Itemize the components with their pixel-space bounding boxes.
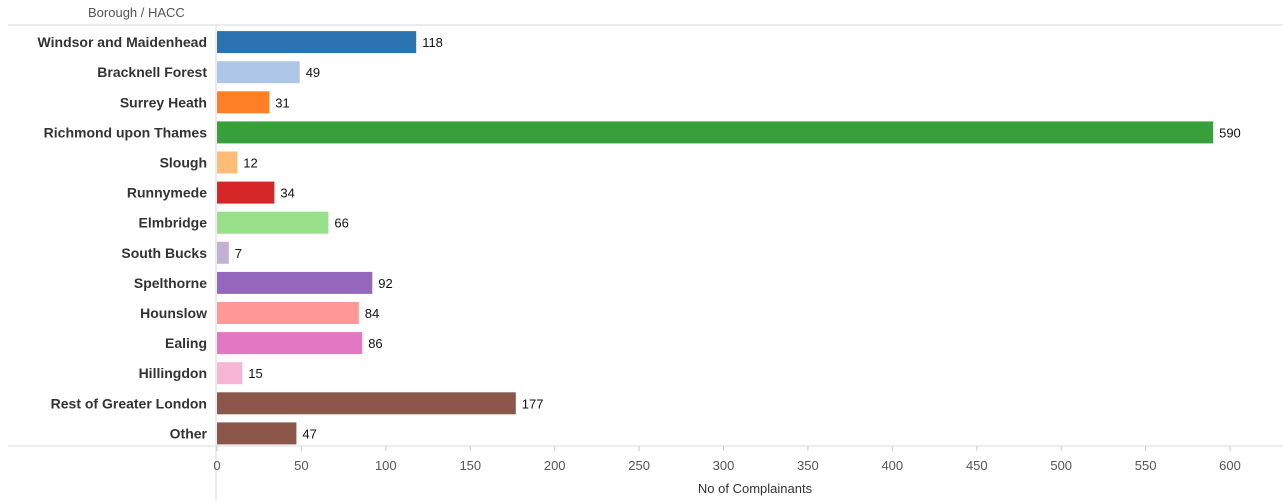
x-tick-label: 150 (459, 458, 481, 473)
category-label: Ealing (165, 335, 207, 351)
x-tick-label: 450 (966, 458, 988, 473)
x-tick-label: 550 (1135, 458, 1157, 473)
x-tick-label: 100 (375, 458, 397, 473)
value-labels: 118 49 31 590 12 34 66 7 92 84 86 15 177 47 (235, 35, 1241, 441)
value-label: 47 (302, 426, 316, 441)
category-label: Richmond upon Thames (44, 124, 208, 140)
x-tick-label: 400 (881, 458, 903, 473)
category-label: South Bucks (121, 245, 207, 261)
category-label: Elmbridge (139, 215, 208, 231)
bar-hillingdon (217, 362, 243, 385)
category-label: Hounslow (140, 305, 207, 321)
x-tick-label: 50 (294, 458, 308, 473)
category-label: Rest of Greater London (51, 395, 207, 411)
value-label: 34 (280, 186, 294, 201)
bar-bracknell-forest (217, 61, 300, 84)
value-label: 92 (378, 276, 392, 291)
value-label: 86 (368, 336, 382, 351)
value-label: 590 (1219, 125, 1241, 140)
category-header: Borough / HACC (88, 5, 185, 20)
category-label: Runnymede (127, 185, 207, 201)
value-label: 12 (243, 156, 257, 171)
value-label: 66 (334, 216, 348, 231)
bar-south-bucks (217, 241, 229, 264)
value-label: 118 (422, 35, 443, 50)
bar-elmbridge (217, 211, 329, 234)
value-label: 49 (306, 65, 320, 80)
bars-group (217, 31, 1214, 445)
value-label: 7 (235, 246, 242, 261)
x-tick-label: 500 (1050, 458, 1072, 473)
value-label: 15 (248, 366, 262, 381)
category-label: Bracknell Forest (97, 64, 207, 80)
x-axis-title: No of Complainants (698, 481, 813, 496)
category-label: Surrey Heath (120, 94, 207, 110)
value-label: 31 (275, 95, 289, 110)
bar-richmond-upon-thames (217, 121, 1214, 144)
x-tick-label: 250 (628, 458, 650, 473)
x-tick-label: 300 (713, 458, 735, 473)
category-label: Windsor and Maidenhead (38, 34, 207, 50)
x-ticks: 0 50 100 150 200 250 300 350 400 450 500 550 600 (213, 446, 1241, 473)
x-tick-label: 0 (213, 458, 220, 473)
x-tick-label: 600 (1219, 458, 1241, 473)
bar-slough (217, 151, 238, 174)
bar-runnymede (217, 181, 275, 204)
bar-hounslow (217, 302, 359, 324)
bar-spelthorne (217, 271, 373, 294)
value-label: 84 (365, 306, 379, 321)
bar-surrey-heath (217, 91, 270, 114)
bar-rest-of-greater-london (217, 392, 516, 415)
category-label: Slough (160, 155, 207, 171)
x-tick-label: 200 (544, 458, 566, 473)
category-label: Hillingdon (139, 365, 207, 381)
bar-other (217, 422, 297, 445)
x-tick-label: 350 (797, 458, 819, 473)
category-label: Other (170, 425, 208, 441)
bar-windsor-and-maidenhead (217, 31, 417, 54)
category-label: Spelthorne (134, 275, 207, 291)
category-labels: Windsor and Maidenhead Bracknell Forest Su… (38, 34, 208, 441)
bar-ealing (217, 332, 363, 355)
value-label: 177 (522, 396, 544, 411)
